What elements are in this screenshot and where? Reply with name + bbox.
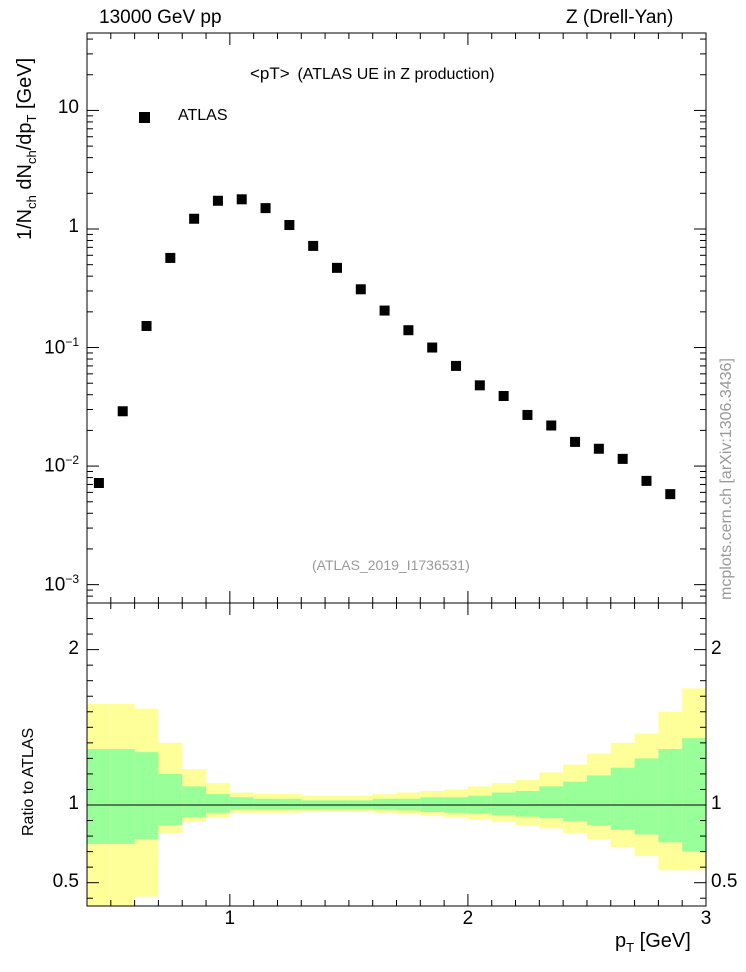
ratio-inner-band-bin	[515, 791, 540, 817]
header-right-label: Z (Drell-Yan)	[566, 7, 674, 28]
ratio-inner-band-bin	[563, 781, 587, 822]
ratio-y-tick-label: 2	[68, 637, 79, 659]
ratio-inner-band-bin	[586, 775, 611, 826]
ratio-y-tick-label-right: 0.5	[711, 870, 738, 892]
ratio-inner-band-bin	[229, 797, 254, 810]
data-point	[331, 262, 342, 273]
ratio-y-tick-label: 1	[68, 793, 79, 814]
x-tick-label: 1	[224, 908, 236, 929]
data-point	[665, 489, 676, 500]
legend-label-atlas: ATLAS	[178, 107, 228, 124]
ratio-inner-band-bin	[372, 798, 397, 810]
data-point	[93, 478, 104, 489]
plot-title-main: <pT>	[250, 64, 290, 83]
ratio-inner-band-bin	[491, 792, 516, 816]
ratio-inner-band-bin	[206, 794, 230, 813]
axis-ticks	[86, 33, 707, 906]
data-point	[427, 342, 438, 353]
ratio-inner-band-bin	[182, 786, 207, 818]
analysis-label: (ATLAS_2019_I1736531)	[312, 557, 470, 573]
ratio-y-axis-label: Ratio to ATLAS	[20, 727, 37, 836]
x-tick-label: 3	[700, 908, 712, 929]
data-point	[165, 252, 176, 263]
y-tick-label: 1	[68, 215, 79, 237]
data-point	[141, 320, 152, 331]
ratio-inner-band-bin	[253, 798, 278, 810]
data-point	[522, 409, 533, 420]
ratio-y-tick-label-right: 2	[711, 637, 722, 659]
ratio-inner-band-bin	[134, 752, 159, 840]
legend	[139, 112, 150, 123]
data-point	[474, 380, 485, 391]
legend-marker-atlas	[139, 112, 150, 123]
x-tick-label: 2	[462, 908, 474, 929]
data-point	[260, 203, 271, 214]
data-point	[570, 436, 581, 447]
data-point	[117, 406, 128, 417]
plot-title: <pT> (ATLAS UE in Z production)	[250, 64, 495, 84]
ratio-plot-frame	[86, 602, 707, 907]
ratio-inner-band-bin	[87, 749, 111, 844]
data-point	[379, 305, 390, 316]
watermark-label: mcplots.cern.ch [arXiv:1306.3436]	[718, 358, 735, 600]
data-point	[617, 453, 628, 464]
ratio-inner-band-bin	[658, 749, 683, 843]
data-point	[498, 391, 509, 402]
y-tick-label: 10	[57, 97, 79, 119]
ratio-inner-band-bin	[610, 767, 635, 830]
ratio-inner-band-bin	[110, 749, 135, 844]
data-point	[593, 443, 604, 454]
ratio-inner-band-bin	[539, 786, 564, 819]
data-point	[236, 194, 247, 205]
y-tick-label: 10−1	[44, 334, 79, 358]
data-point	[641, 475, 652, 486]
header-left-label: 13000 GeV pp	[99, 7, 222, 28]
ratio-inner-band-bin	[277, 798, 302, 810]
main-y-axis-label: 1/Nch dNch/dpT [GeV]	[14, 57, 39, 240]
data-point	[212, 195, 223, 206]
data-point	[189, 213, 200, 224]
atlas-data-points	[93, 194, 676, 500]
ratio-inner-band-bin	[682, 738, 706, 852]
ratio-bands	[87, 688, 706, 906]
data-point	[355, 284, 366, 295]
data-point	[308, 240, 319, 251]
data-point	[546, 420, 557, 431]
data-point	[451, 360, 462, 371]
plot-title-sub: (ATLAS UE in Z production)	[297, 66, 495, 83]
data-point	[403, 325, 414, 336]
ratio-y-tick-label: 0.5	[52, 870, 79, 892]
x-axis-label: pT [GeV]	[615, 930, 691, 955]
ratio-y-tick-label-right: 1	[711, 793, 722, 814]
ratio-inner-band-bin	[158, 773, 183, 826]
y-tick-label: 10−2	[44, 453, 79, 477]
data-point	[284, 220, 295, 231]
y-tick-label: 10−3	[44, 571, 79, 595]
ratio-inner-band-bin	[634, 758, 659, 835]
